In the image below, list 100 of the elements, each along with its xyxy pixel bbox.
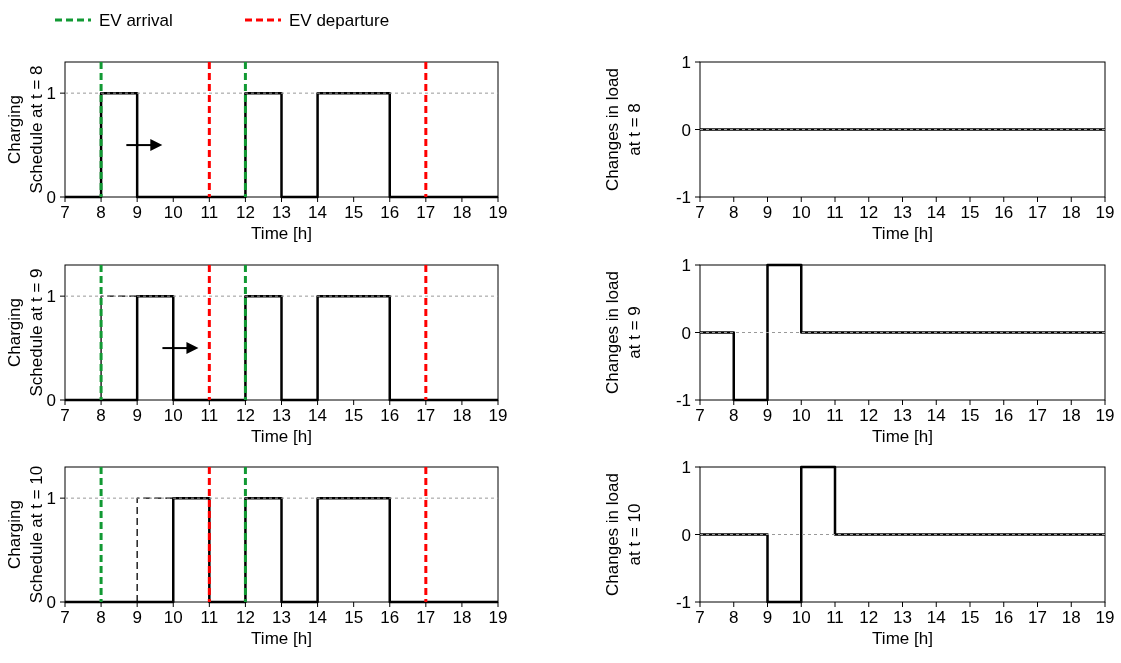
x-tick-label: 19 xyxy=(1095,406,1115,425)
x-tick-label: 7 xyxy=(695,406,705,425)
y-tick-label: 1 xyxy=(46,84,56,104)
x-tick-label: 12 xyxy=(235,406,255,425)
y-tick-label: -1 xyxy=(675,593,691,612)
x-tick-label: 11 xyxy=(200,203,219,222)
x-tick-label: 14 xyxy=(926,608,946,627)
x-tick-label: 11 xyxy=(200,406,219,425)
x-tick-label: 11 xyxy=(826,608,844,627)
x-tick-label: 17 xyxy=(1028,406,1047,425)
x-axis-title: Time [h] xyxy=(872,427,933,446)
x-tick-label: 17 xyxy=(1028,203,1047,222)
y-axis-title: Changes in load at t = 8 xyxy=(603,68,644,191)
y-tick-label: 1 xyxy=(46,489,56,509)
x-tick-label: 7 xyxy=(695,608,705,627)
y-tick-label: 0 xyxy=(46,593,56,612)
x-tick-label: 16 xyxy=(380,406,400,425)
x-tick-label: 17 xyxy=(416,608,436,627)
x-axis-title: Time [h] xyxy=(251,224,312,243)
legend-label: EV arrival xyxy=(99,11,173,30)
x-tick-label: 9 xyxy=(132,203,142,222)
x-tick-label: 14 xyxy=(926,203,946,222)
x-tick-label: 10 xyxy=(791,608,811,627)
x-tick-label: 14 xyxy=(308,203,328,222)
y-tick-label: 1 xyxy=(46,287,56,307)
x-tick-label: 18 xyxy=(1061,203,1081,222)
x-tick-label: 16 xyxy=(994,406,1014,425)
x-tick-label: 13 xyxy=(893,203,912,222)
x-axis-title: Time [h] xyxy=(251,629,312,648)
x-axis-title: Time [h] xyxy=(872,629,933,648)
x-tick-label: 19 xyxy=(488,203,508,222)
x-tick-label: 16 xyxy=(380,203,400,222)
y-axis-title: Changes in load at t = 9 xyxy=(603,271,644,394)
x-tick-label: 13 xyxy=(272,203,291,222)
y-tick-label: 0 xyxy=(681,120,691,140)
y-tick-label: -1 xyxy=(675,188,691,207)
y-tick-label: -1 xyxy=(675,391,691,410)
x-tick-label: 15 xyxy=(344,406,364,425)
x-tick-label: 12 xyxy=(859,203,879,222)
x-tick-label: 19 xyxy=(1095,203,1115,222)
x-tick-label: 8 xyxy=(729,406,739,425)
x-tick-label: 12 xyxy=(859,608,879,627)
y-axis-title: Charging Schedule at t = 9 xyxy=(5,268,46,397)
y-axis-title: Charging Schedule at t = 10 xyxy=(5,465,46,604)
x-tick-label: 18 xyxy=(452,608,472,627)
x-tick-label: 7 xyxy=(60,608,70,627)
y-tick-label: 0 xyxy=(46,188,56,207)
x-tick-label: 10 xyxy=(791,203,811,222)
y-axis-title: Charging Schedule at t = 8 xyxy=(5,65,46,194)
x-tick-label: 10 xyxy=(163,203,183,222)
x-axis-title: Time [h] xyxy=(872,224,933,243)
x-tick-label: 7 xyxy=(60,203,70,222)
x-tick-label: 9 xyxy=(132,608,142,627)
x-tick-label: 10 xyxy=(163,406,183,425)
x-tick-label: 13 xyxy=(893,608,912,627)
x-tick-label: 15 xyxy=(960,608,980,627)
legend-label: EV departure xyxy=(289,11,390,30)
x-tick-label: 12 xyxy=(235,203,255,222)
x-tick-label: 8 xyxy=(729,203,739,222)
x-tick-label: 9 xyxy=(762,608,773,627)
x-tick-label: 11 xyxy=(200,608,219,627)
x-tick-label: 15 xyxy=(344,608,364,627)
y-tick-label: 1 xyxy=(681,458,691,477)
x-tick-label: 18 xyxy=(452,406,472,425)
x-tick-label: 17 xyxy=(416,406,436,425)
x-tick-label: 17 xyxy=(1028,608,1047,627)
x-tick-label: 15 xyxy=(344,203,364,222)
x-tick-label: 9 xyxy=(762,406,773,425)
x-tick-label: 18 xyxy=(1061,406,1081,425)
x-tick-label: 12 xyxy=(859,406,879,425)
y-axis-title: Changes in load at t = 10 xyxy=(603,473,644,596)
y-tick-label: 1 xyxy=(681,256,691,275)
x-tick-label: 16 xyxy=(994,203,1014,222)
x-axis-title: Time [h] xyxy=(251,427,312,446)
x-tick-label: 19 xyxy=(488,406,508,425)
x-tick-label: 9 xyxy=(132,406,142,425)
y-tick-label: 0 xyxy=(46,391,56,410)
x-tick-label: 14 xyxy=(926,406,946,425)
x-tick-label: 19 xyxy=(488,608,508,627)
x-tick-label: 18 xyxy=(452,203,472,222)
x-tick-label: 16 xyxy=(994,608,1014,627)
x-tick-label: 11 xyxy=(826,406,844,425)
x-tick-label: 7 xyxy=(60,406,70,425)
x-tick-label: 15 xyxy=(960,203,980,222)
y-tick-label: 0 xyxy=(681,323,691,343)
x-tick-label: 8 xyxy=(729,608,739,627)
x-tick-label: 12 xyxy=(235,608,255,627)
x-tick-label: 14 xyxy=(308,608,328,627)
x-tick-label: 13 xyxy=(272,406,291,425)
x-tick-label: 13 xyxy=(893,406,912,425)
x-tick-label: 8 xyxy=(96,608,106,627)
x-tick-label: 19 xyxy=(1095,608,1115,627)
x-tick-label: 17 xyxy=(416,203,436,222)
y-tick-label: 0 xyxy=(681,525,691,545)
x-tick-label: 13 xyxy=(272,608,291,627)
y-tick-label: 1 xyxy=(681,53,691,72)
x-tick-label: 15 xyxy=(960,406,980,425)
x-tick-label: 7 xyxy=(695,203,705,222)
x-tick-label: 16 xyxy=(380,608,400,627)
x-tick-label: 8 xyxy=(96,203,106,222)
